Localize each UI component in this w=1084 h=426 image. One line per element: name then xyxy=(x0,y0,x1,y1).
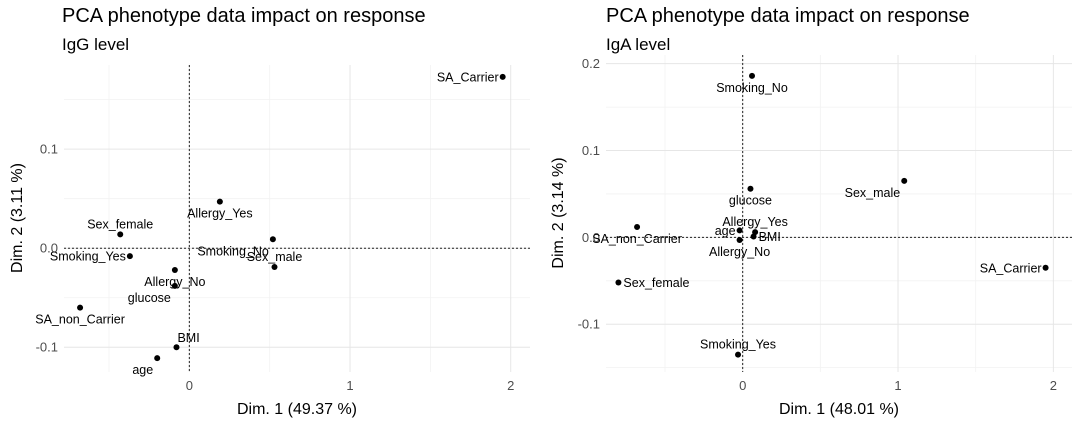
point-label: Smoking_No xyxy=(716,81,788,95)
data-point xyxy=(634,223,641,230)
chart-subtitle: IgG level xyxy=(62,35,129,54)
point-label: glucose xyxy=(128,291,171,305)
point-label: SA_Carrier xyxy=(437,70,499,84)
point-label: BMI xyxy=(177,331,199,345)
data-point xyxy=(271,264,278,271)
point-label: age xyxy=(715,224,736,238)
chart-title: PCA phenotype data impact on response xyxy=(606,5,970,27)
y-tick-label: 0.2 xyxy=(582,56,600,71)
point-label: Smoking_No xyxy=(197,244,269,258)
point-label: Allergy_Yes xyxy=(722,215,788,229)
data-point xyxy=(499,73,506,80)
x-axis-label: Dim. 1 (49.37 %) xyxy=(237,401,357,418)
point-label: Sex_female xyxy=(87,217,153,231)
chart-subtitle: IgA level xyxy=(606,35,670,54)
data-point xyxy=(615,279,622,286)
data-point xyxy=(216,198,223,205)
data-point xyxy=(154,355,161,362)
data-point xyxy=(901,177,908,184)
data-point xyxy=(749,72,756,79)
point-label: Sex_male xyxy=(247,250,303,264)
point-label: Sex_female xyxy=(623,276,689,290)
point-label: BMI xyxy=(759,230,781,244)
y-tick-label: 0.0 xyxy=(40,241,58,256)
data-point xyxy=(750,233,757,240)
y-axis-label: Dim. 2 (3.11 %) xyxy=(9,163,26,273)
point-label: Smoking_Yes xyxy=(700,338,776,352)
data-point xyxy=(171,266,178,273)
x-axis-label: Dim. 1 (48.01 %) xyxy=(779,401,899,418)
x-tick-label: 1 xyxy=(894,378,901,393)
x-tick-label: 0 xyxy=(186,378,193,393)
data-point xyxy=(117,231,124,238)
chart-panel-1: 0 1 2 -0.1 0.0 0.1 PCA phenotype data impact o… xyxy=(9,5,530,418)
y-tick-label: 0.1 xyxy=(582,143,600,158)
data-point xyxy=(173,344,180,351)
y-tick-label: -0.1 xyxy=(36,340,58,355)
point-label: SA_non_Carrier xyxy=(35,313,125,327)
point-label: Allergy_No xyxy=(144,275,205,289)
data-point xyxy=(736,236,743,243)
point-label: Allergy_Yes xyxy=(187,207,253,221)
x-tick-label: 0 xyxy=(739,378,746,393)
y-axis-label: Dim. 2 (3.14 %) xyxy=(550,157,567,268)
point-label: SA_non_Carrier xyxy=(592,232,682,246)
y-tick-label: 0.0 xyxy=(582,230,600,245)
data-point xyxy=(77,304,84,311)
point-label: SA_Carrier xyxy=(980,261,1042,275)
y-tick-label: -0.1 xyxy=(578,317,600,332)
data-point xyxy=(735,351,742,358)
point-label: Allergy_No xyxy=(709,245,770,259)
point-label: age xyxy=(132,363,153,377)
data-point xyxy=(747,185,754,192)
y-tick-label: 0.1 xyxy=(40,142,58,157)
data-point xyxy=(736,227,743,234)
x-tick-label: 2 xyxy=(507,378,514,393)
chart-panel-2: 0 1 2 -0.1 0.0 0.1 0.2 PCA phenotype data impac… xyxy=(550,5,1072,418)
data-point xyxy=(126,253,133,260)
point-label: Smoking_Yes xyxy=(50,250,126,264)
point-label: Sex_male xyxy=(845,186,901,200)
x-tick-label: 1 xyxy=(346,378,353,393)
data-point xyxy=(1042,264,1049,271)
data-point xyxy=(171,282,178,289)
x-tick-label: 2 xyxy=(1050,378,1057,393)
data-point xyxy=(269,236,276,243)
point-label: glucose xyxy=(729,194,772,208)
chart-title: PCA phenotype data impact on response xyxy=(62,5,426,27)
